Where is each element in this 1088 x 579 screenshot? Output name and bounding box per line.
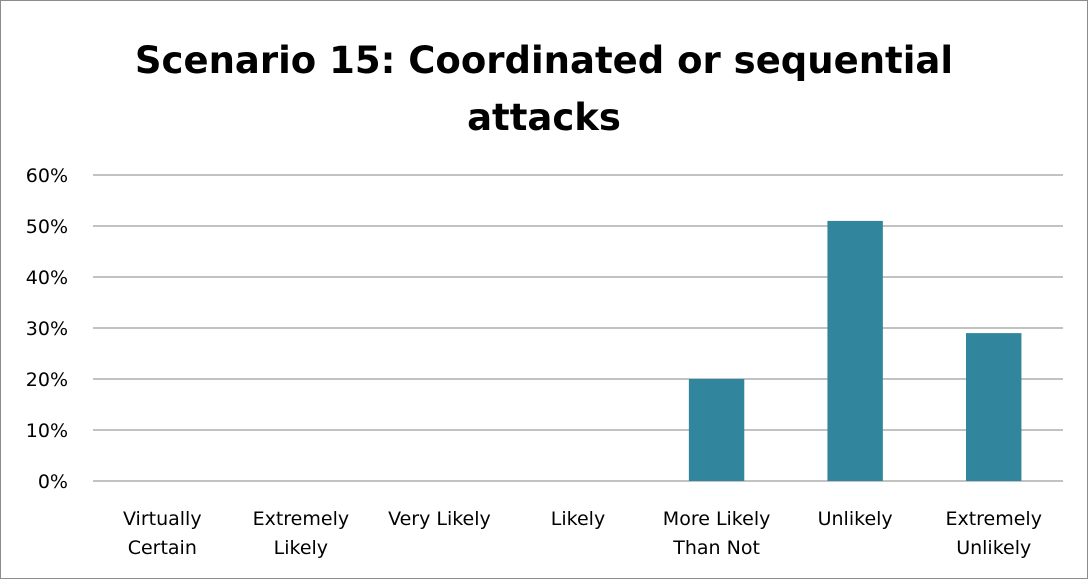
bar — [827, 220, 883, 481]
x-tick-label: Virtually Certain — [123, 508, 202, 559]
x-tick-label: Extremely Unlikely — [945, 508, 1042, 559]
y-tick-label: 50% — [26, 216, 68, 238]
y-tick-label: 0% — [38, 471, 68, 493]
bar — [688, 379, 745, 481]
bar — [966, 333, 1022, 481]
x-tick-label: Very Likely — [388, 508, 491, 530]
x-tick-label: Unlikely — [818, 508, 893, 530]
y-tick-label: 40% — [26, 267, 68, 289]
x-tick-label: More Likely Than Not — [663, 508, 771, 559]
y-tick-label: 30% — [26, 318, 68, 340]
x-tick-label: Extremely Likely — [253, 508, 350, 559]
y-tick-label: 20% — [26, 369, 68, 391]
x-tick-label: Likely — [551, 508, 605, 530]
chart-title: Scenario 15: Coordinated or sequential a… — [0, 32, 1088, 146]
y-tick-label: 10% — [26, 420, 68, 442]
y-tick-label: 60% — [26, 165, 68, 187]
chart-title-line-2: attacks — [467, 96, 621, 139]
chart-title-line-1: Scenario 15: Coordinated or sequential — [134, 39, 954, 82]
